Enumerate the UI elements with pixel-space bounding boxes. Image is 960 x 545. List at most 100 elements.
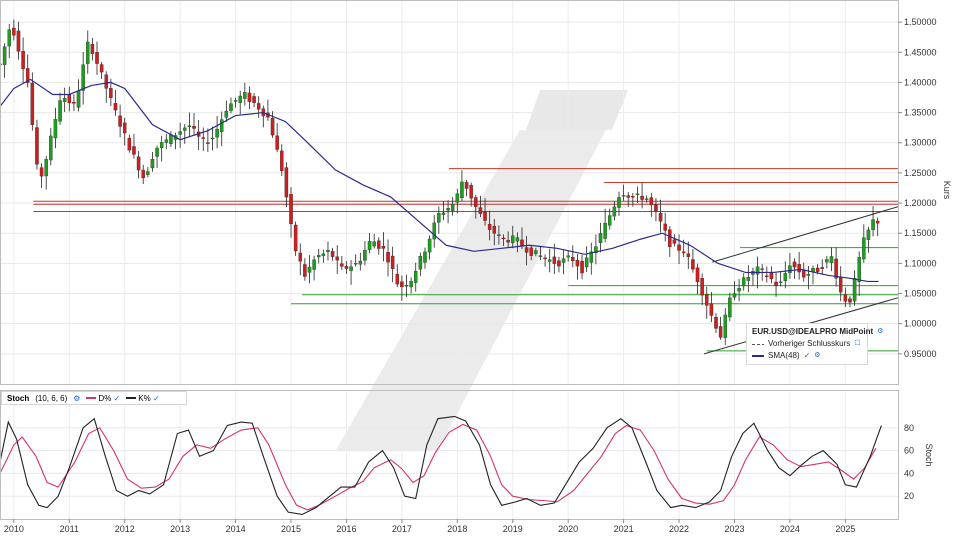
candle-body (635, 193, 640, 195)
candle-body (122, 122, 127, 134)
candle-body (765, 275, 769, 278)
candle-body (802, 270, 806, 278)
candle-body (247, 92, 252, 102)
candle-body (450, 204, 455, 211)
candle-body (852, 277, 857, 302)
candle-body (792, 261, 797, 268)
candle-body (589, 251, 594, 263)
checkbox-icon[interactable]: ☐ (854, 340, 861, 347)
candle-body (224, 110, 229, 118)
candle-body (183, 127, 187, 131)
candle-body (16, 30, 21, 52)
x-tick-label: 2014 (226, 524, 246, 534)
candle-body (857, 257, 861, 282)
candle-body (293, 224, 298, 252)
candle-body (700, 278, 704, 296)
candle-body (413, 271, 418, 283)
candle-body (723, 314, 727, 338)
settings-icon[interactable]: ⚙ (877, 328, 884, 335)
x-tick-label: 2022 (669, 524, 689, 534)
candle-body (118, 115, 122, 127)
candle-body (72, 102, 76, 104)
candle-body (820, 267, 824, 269)
price-legend: EUR.USD@IDEALPRO MidPoint ⚙ Vorheriger Sc… (746, 323, 883, 365)
candle-body (243, 92, 247, 99)
k-percent-line (0, 415, 882, 516)
legend-prev-close: Vorheriger Schlusskurs ☐ (752, 338, 862, 350)
candle-body (404, 285, 409, 287)
candle-body (367, 241, 372, 251)
candle-body (25, 68, 30, 83)
candle-body (164, 139, 169, 143)
candle-body (238, 95, 242, 103)
candle-body (2, 46, 7, 65)
check-icon[interactable]: ✓ (152, 393, 160, 403)
settings-icon[interactable]: ⚙ (814, 352, 821, 359)
candle-body (520, 239, 524, 246)
candle-body (778, 281, 783, 283)
candle-body (201, 137, 206, 139)
price-candles (0, 19, 880, 346)
candle-body (132, 146, 136, 155)
candle-body (774, 281, 778, 287)
candle-body (705, 294, 709, 306)
price-axis-label: Kurs (942, 181, 952, 200)
x-tick-label: 2023 (724, 524, 744, 534)
candle-body (534, 250, 538, 254)
candle-body (677, 244, 681, 251)
candle-body (386, 251, 390, 263)
check-icon[interactable]: ✓ (803, 351, 811, 360)
candle-body (478, 207, 483, 214)
candle-body (409, 281, 413, 288)
candle-body (312, 259, 316, 270)
candle-body (834, 258, 838, 279)
candle-body (330, 251, 335, 257)
candle-body (418, 255, 423, 270)
price-tick-label: 1.05000 (904, 289, 937, 299)
candle-body (506, 239, 510, 243)
candle-body (44, 159, 48, 177)
candle-body (695, 267, 700, 283)
check-icon[interactable]: ✓ (113, 393, 121, 403)
stoch-tick-label: 80 (904, 423, 914, 433)
d-swatch-icon (86, 397, 97, 400)
candle-body (321, 253, 326, 256)
candle-body (90, 44, 95, 54)
candle-body (649, 197, 654, 206)
candle-body (53, 119, 58, 139)
price-panel-frame (0, 0, 899, 385)
candle-body (210, 137, 215, 140)
candle-body (580, 260, 584, 274)
candle-body (39, 167, 44, 177)
legend-k: K% ✓ (126, 393, 160, 403)
candle-body (862, 237, 866, 260)
legend-sma: SMA(48) ✓ ⚙ (752, 350, 862, 362)
candle-body (543, 257, 547, 260)
candle-body (400, 281, 404, 288)
candle-body (875, 220, 880, 224)
candle-body (612, 206, 617, 217)
candle-body (797, 264, 801, 273)
candle-body (270, 118, 275, 136)
dash-swatch-icon (752, 343, 764, 345)
candle-body (644, 198, 649, 200)
x-tick-label: 2016 (336, 524, 356, 534)
candle-body (829, 256, 834, 264)
candle-body (709, 303, 714, 316)
candle-body (663, 223, 667, 231)
legend-series-name: EUR.USD@IDEALPRO MidPoint (752, 327, 874, 336)
candle-body (326, 250, 330, 252)
sma48-line (0, 78, 879, 283)
stoch-tick-label: 60 (904, 446, 914, 456)
candle-body (658, 212, 663, 222)
settings-icon[interactable]: ⚙ (73, 393, 81, 403)
candle-body (621, 195, 626, 197)
x-tick-label: 2017 (392, 524, 412, 534)
candle-body (848, 298, 852, 303)
candle-body (377, 240, 381, 249)
candle-body (741, 277, 746, 287)
candle-body (654, 204, 658, 212)
candle-body (557, 260, 561, 267)
watermark-logo (336, 90, 628, 450)
